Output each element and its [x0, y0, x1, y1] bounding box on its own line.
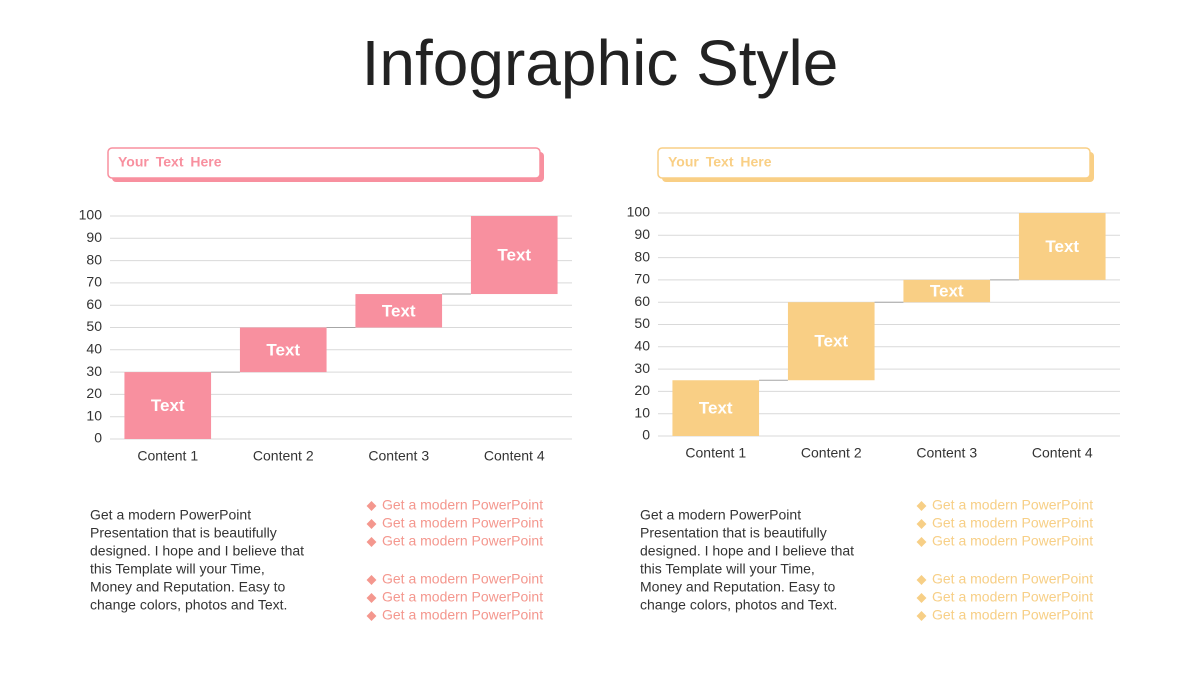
bullet-text: Get a modern PowerPoint: [932, 589, 1093, 605]
bullet-icon: [366, 501, 377, 511]
x-tick-label: Content 4: [484, 448, 545, 464]
paragraph-line: Get a modern PowerPoint: [640, 507, 801, 523]
bullet-text: Get a modern PowerPoint: [932, 607, 1093, 623]
x-tick-label: Content 3: [916, 445, 977, 461]
y-tick-label: 80: [86, 251, 102, 267]
bullet-icon: [366, 519, 377, 529]
bar-label: Text: [930, 282, 964, 301]
bullet-text: Get a modern PowerPoint: [932, 497, 1093, 513]
y-tick-label: 20: [634, 382, 650, 398]
bullet-icon: [916, 593, 927, 603]
paragraph-line: Money and Reputation. Easy to: [90, 579, 286, 595]
x-tick-label: Content 2: [801, 445, 862, 461]
y-tick-label: 50: [634, 315, 650, 331]
y-tick-label: 40: [86, 341, 102, 357]
y-tick-label: 70: [634, 271, 650, 287]
paragraph-line: Presentation that is beautifully: [640, 525, 827, 541]
bar: [903, 279, 991, 303]
header-box: [657, 147, 1091, 179]
y-tick-label: 80: [634, 248, 650, 264]
bullet-icon: [366, 575, 377, 585]
y-tick-label: 10: [634, 404, 650, 420]
paragraph-line: Get a modern PowerPoint: [90, 507, 251, 523]
y-tick-label: 0: [94, 430, 102, 446]
bar-label: Text: [266, 340, 300, 359]
paragraph-line: this Template will your Time,: [640, 561, 815, 577]
bullet-text: Get a modern PowerPoint: [932, 533, 1093, 549]
bullet-text: Get a modern PowerPoint: [382, 533, 543, 549]
header-text: Your Text Here: [668, 154, 772, 170]
bullet-text: Get a modern PowerPoint: [382, 589, 543, 605]
bullet-text: Get a modern PowerPoint: [382, 607, 543, 623]
bar: [672, 380, 760, 436]
paragraph-line: this Template will your Time,: [90, 561, 265, 577]
bullet-icon: [916, 537, 927, 547]
paragraph-line: change colors, photos and Text.: [90, 597, 287, 613]
header-box: [107, 147, 541, 179]
bar-label: Text: [1045, 237, 1079, 256]
bullet-text: Get a modern PowerPoint: [932, 515, 1093, 531]
y-tick-label: 100: [627, 204, 651, 220]
y-tick-label: 90: [634, 226, 650, 242]
y-tick-label: 70: [86, 274, 102, 290]
paragraph-line: designed. I hope and I believe that: [90, 543, 304, 559]
paragraph-line: change colors, photos and Text.: [640, 597, 837, 613]
bullet-text: Get a modern PowerPoint: [382, 497, 543, 513]
bullet-icon: [916, 575, 927, 585]
y-tick-label: 30: [86, 363, 102, 379]
bar: [1018, 213, 1106, 280]
bar: [787, 302, 875, 381]
x-tick-label: Content 1: [685, 445, 746, 461]
y-tick-label: 50: [86, 318, 102, 334]
bullet-text: Get a modern PowerPoint: [382, 515, 543, 531]
bullet-text: Get a modern PowerPoint: [382, 571, 543, 587]
y-tick-label: 40: [634, 338, 650, 354]
x-tick-label: Content 2: [253, 448, 314, 464]
y-tick-label: 10: [86, 407, 102, 423]
y-tick-label: 90: [86, 229, 102, 245]
bar-label: Text: [382, 301, 416, 320]
bullet-icon: [916, 501, 927, 511]
paragraph-line: Presentation that is beautifully: [90, 525, 277, 541]
bar: [124, 372, 212, 439]
bar-label: Text: [151, 396, 185, 415]
bullet-icon: [366, 593, 377, 603]
x-tick-label: Content 4: [1032, 445, 1093, 461]
bullet-icon: [916, 519, 927, 529]
bullet-icon: [366, 611, 377, 621]
bullet-icon: [916, 611, 927, 621]
y-tick-label: 20: [86, 385, 102, 401]
y-tick-label: 60: [634, 293, 650, 309]
bullet-icon: [366, 537, 377, 547]
bullet-text: Get a modern PowerPoint: [932, 571, 1093, 587]
y-tick-label: 30: [634, 360, 650, 376]
header-text: Your Text Here: [118, 154, 222, 170]
bar-label: Text: [814, 332, 848, 351]
bar: [355, 294, 443, 328]
paragraph-line: designed. I hope and I believe that: [640, 543, 854, 559]
bar: [470, 216, 558, 295]
y-tick-label: 60: [86, 296, 102, 312]
slide-title: Infographic Style: [362, 27, 839, 99]
paragraph-line: Money and Reputation. Easy to: [640, 579, 836, 595]
x-tick-label: Content 1: [137, 448, 198, 464]
y-tick-label: 100: [79, 207, 103, 223]
y-tick-label: 0: [642, 427, 650, 443]
bar: [239, 327, 327, 373]
bar-label: Text: [699, 399, 733, 418]
x-tick-label: Content 3: [368, 448, 429, 464]
bar-label: Text: [497, 246, 531, 265]
